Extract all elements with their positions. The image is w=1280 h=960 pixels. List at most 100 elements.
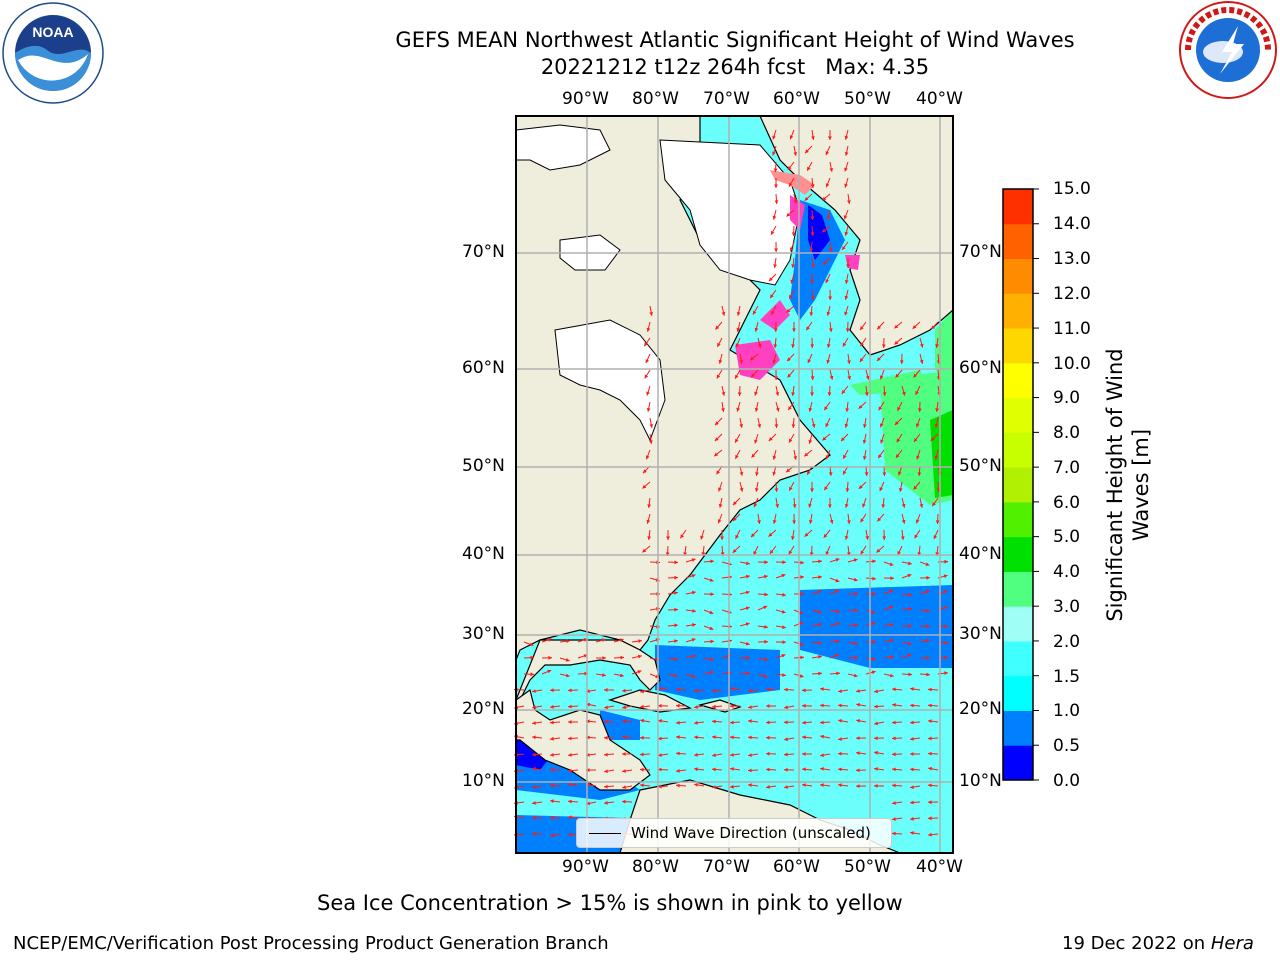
wind-arrow-head <box>774 488 779 492</box>
wind-arrow-head <box>694 705 698 709</box>
wind-arrow-head <box>845 408 850 412</box>
wind-arrow-head <box>791 344 795 348</box>
wind-arrow-head <box>712 719 716 724</box>
wind-arrow-head <box>926 638 930 643</box>
wind-arrow-head <box>808 439 813 444</box>
wind-arrow-head <box>774 424 779 428</box>
wind-arrow-head <box>786 468 791 473</box>
lon-label-bottom: 80°W <box>632 857 679 877</box>
wind-arrow-head <box>771 230 775 235</box>
wind-arrow-head <box>916 455 920 460</box>
wind-arrow-head <box>746 561 750 566</box>
colorbar-tick: 0.0 <box>1053 771 1081 791</box>
wind-arrow-head <box>901 503 906 508</box>
wind-arrow-head <box>928 800 932 805</box>
colorbar <box>1002 188 1039 781</box>
wind-arrow-head <box>844 152 849 156</box>
wind-arrow-head <box>739 487 744 492</box>
wind-arrow-head <box>619 638 624 642</box>
wind-arrow-head <box>854 592 858 596</box>
wind-arrow-head <box>892 752 896 757</box>
wind-arrow-head <box>835 578 840 583</box>
wind-arrow-head <box>890 655 894 659</box>
wind-arrow-head <box>716 470 720 475</box>
wind-arrow-head <box>550 816 554 820</box>
wind-arrow-head <box>871 610 876 614</box>
colorbar-swatch <box>1003 571 1033 607</box>
wind-arrow-head <box>844 183 848 188</box>
wind-arrow-head <box>943 574 948 579</box>
wind-arrow-head <box>910 831 914 835</box>
wind-arrow-head <box>750 356 755 361</box>
wind-arrow-head <box>856 689 860 693</box>
wind-arrow-head <box>640 689 644 694</box>
wind-arrow-head <box>548 655 552 660</box>
wind-arrow-head <box>773 264 777 268</box>
wind-arrow-head <box>691 574 696 578</box>
wind-arrow-head <box>720 552 725 556</box>
wind-arrow-head <box>781 573 786 578</box>
wind-arrow-head <box>748 705 752 709</box>
wind-arrow-head <box>809 552 814 556</box>
wind-arrow-head <box>782 673 786 677</box>
wind-arrow-head <box>892 720 896 725</box>
wind-arrow-head <box>676 783 680 788</box>
wind-arrow-head <box>730 735 734 740</box>
wind-arrow-head <box>864 472 869 476</box>
wind-arrow-head <box>622 785 626 789</box>
colorbar-swatch <box>1003 397 1033 433</box>
wind-arrow-head <box>810 344 815 348</box>
wind-arrow-head <box>757 520 761 524</box>
wind-arrow-head <box>640 718 644 723</box>
wind-arrow-head <box>718 487 722 492</box>
wind-arrow-head <box>604 800 608 805</box>
wind-arrow-head <box>709 578 714 582</box>
wind-arrow-head <box>550 736 554 741</box>
wind-arrow-head <box>793 456 798 460</box>
wind-arrow-head <box>745 641 750 646</box>
wind-arrow-head <box>817 609 822 614</box>
wind-arrow-head <box>757 424 762 428</box>
wind-arrow-head <box>925 590 930 594</box>
wind-arrow-head <box>666 536 670 540</box>
wind-arrow-head <box>637 670 642 674</box>
wind-arrow-head <box>835 558 840 562</box>
wind-arrow-head <box>764 574 768 579</box>
wind-arrow-head <box>676 768 680 773</box>
wind-arrow-head <box>748 753 752 757</box>
wind-arrow-head <box>568 782 572 787</box>
wind-arrow-head <box>838 751 842 756</box>
wind-arrow-head <box>710 592 714 596</box>
wind-arrow-head <box>735 438 739 443</box>
wind-arrow-head <box>926 672 930 677</box>
wind-arrow-head <box>604 769 608 773</box>
colorbar-tick: 1.0 <box>1053 701 1081 721</box>
wind-arrow-head <box>622 752 626 756</box>
wind-arrow-head <box>856 719 860 723</box>
wind-arrow-head <box>892 767 896 772</box>
wind-arrow-head <box>643 469 647 474</box>
wind-arrow-head <box>766 704 770 708</box>
wind-arrow-head <box>934 455 939 460</box>
wind-arrow-head <box>718 359 723 364</box>
wind-arrow-head <box>919 359 924 364</box>
wind-arrow-head <box>789 294 793 299</box>
wind-arrow-head <box>841 389 846 394</box>
wind-arrow-head <box>550 799 554 804</box>
wind-arrow-head <box>782 640 786 644</box>
colorbar-tick: 15.0 <box>1053 179 1091 199</box>
wind-arrow-head <box>773 168 778 172</box>
wind-arrow-head <box>889 562 894 566</box>
wind-arrow-head <box>532 689 536 693</box>
wind-arrow-head <box>532 801 536 805</box>
wind-arrow-head <box>871 670 876 675</box>
wind-arrow-head <box>841 437 845 442</box>
wind-arrow-head <box>644 374 649 379</box>
wind-arrow-head <box>889 605 894 610</box>
wind-arrow-head <box>637 654 642 659</box>
wind-arrow-head <box>644 342 648 347</box>
wind-arrow-head <box>782 625 786 629</box>
wind-arrow-head <box>835 589 840 594</box>
wind-arrow-head <box>676 735 680 740</box>
wind-arrow-head <box>892 783 896 788</box>
